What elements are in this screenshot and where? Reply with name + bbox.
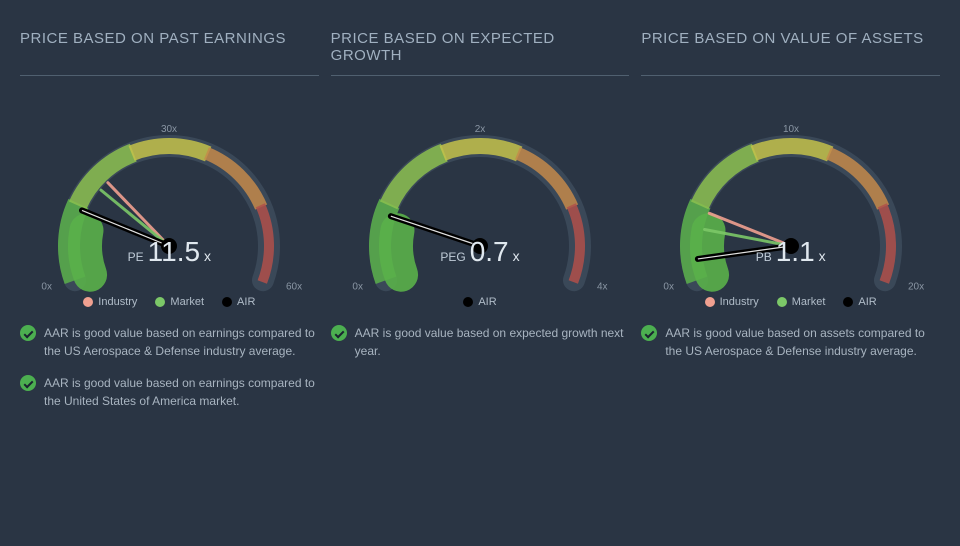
notes-list: AAR is good value based on assets compar… [641, 324, 940, 360]
legend-item-air: AIR [463, 296, 496, 308]
legend-label: Market [170, 296, 204, 308]
gauge-peg: 0x 2x 4x PEG 0.7 x [331, 96, 630, 296]
legend-label: Market [792, 296, 826, 308]
legend-item-market: Market [155, 296, 204, 308]
metric-suffix: x [513, 248, 520, 264]
legend-dot-icon [777, 297, 787, 307]
legend: Industry Market AIR [641, 296, 940, 308]
legend-dot-icon [222, 297, 232, 307]
svg-text:0x: 0x [352, 282, 363, 293]
gauge-pe: 0x 30x 60x PE 11.5 x [20, 96, 319, 296]
notes-list: AAR is good value based on expected grow… [331, 324, 630, 360]
check-icon [20, 375, 36, 391]
legend-label: AIR [478, 296, 496, 308]
metric-value: 1.1 [776, 236, 815, 268]
legend-dot-icon [705, 297, 715, 307]
note-item: AAR is good value based on expected grow… [331, 324, 630, 360]
gauge-readout: PE 11.5 x [128, 236, 211, 268]
svg-text:30x: 30x [161, 124, 177, 135]
legend: Industry Market AIR [20, 296, 319, 308]
legend-dot-icon [155, 297, 165, 307]
legend: AIR [331, 296, 630, 308]
panel-peg: PRICE BASED ON EXPECTED GROWTH 0x 2x 4x PE… [331, 30, 630, 410]
metric-suffix: x [819, 248, 826, 264]
panel-pb: PRICE BASED ON VALUE OF ASSETS 0x 10x 20x … [641, 30, 940, 410]
legend-item-industry: Industry [83, 296, 137, 308]
metric-value: 11.5 [148, 236, 200, 268]
svg-text:0x: 0x [42, 282, 53, 293]
gauge-readout: PB 1.1 x [756, 236, 826, 268]
svg-text:4x: 4x [597, 282, 608, 293]
notes-list: AAR is good value based on earnings comp… [20, 324, 319, 410]
legend-item-air: AIR [222, 296, 255, 308]
check-icon [331, 325, 347, 341]
note-text: AAR is good value based on expected grow… [355, 324, 630, 360]
note-text: AAR is good value based on earnings comp… [44, 374, 319, 410]
legend-item-market: Market [777, 296, 826, 308]
gauge-readout: PEG 0.7 x [440, 236, 519, 268]
panel-title: PRICE BASED ON PAST EARNINGS [20, 30, 319, 76]
note-item: AAR is good value based on assets compar… [641, 324, 940, 360]
svg-text:0x: 0x [663, 282, 674, 293]
legend-dot-icon [463, 297, 473, 307]
metric-suffix: x [204, 248, 211, 264]
metric-label: PB [756, 250, 772, 264]
legend-label: Industry [98, 296, 137, 308]
note-text: AAR is good value based on assets compar… [665, 324, 940, 360]
check-icon [20, 325, 36, 341]
panel-title: PRICE BASED ON VALUE OF ASSETS [641, 30, 940, 76]
svg-text:60x: 60x [286, 282, 302, 293]
svg-text:20x: 20x [908, 282, 924, 293]
metric-value: 0.7 [470, 236, 509, 268]
metric-label: PE [128, 250, 144, 264]
svg-text:2x: 2x [475, 124, 486, 135]
legend-dot-icon [843, 297, 853, 307]
check-icon [641, 325, 657, 341]
legend-item-air: AIR [843, 296, 876, 308]
panel-title: PRICE BASED ON EXPECTED GROWTH [331, 30, 630, 76]
legend-label: AIR [858, 296, 876, 308]
legend-item-industry: Industry [705, 296, 759, 308]
metric-label: PEG [440, 250, 465, 264]
svg-text:10x: 10x [783, 124, 799, 135]
note-item: AAR is good value based on earnings comp… [20, 374, 319, 410]
legend-label: Industry [720, 296, 759, 308]
note-item: AAR is good value based on earnings comp… [20, 324, 319, 360]
legend-label: AIR [237, 296, 255, 308]
note-text: AAR is good value based on earnings comp… [44, 324, 319, 360]
gauge-pb: 0x 10x 20x PB 1.1 x [641, 96, 940, 296]
legend-dot-icon [83, 297, 93, 307]
panels-row: PRICE BASED ON PAST EARNINGS 0x 30x 60x PE… [20, 30, 940, 410]
panel-pe: PRICE BASED ON PAST EARNINGS 0x 30x 60x PE… [20, 30, 319, 410]
